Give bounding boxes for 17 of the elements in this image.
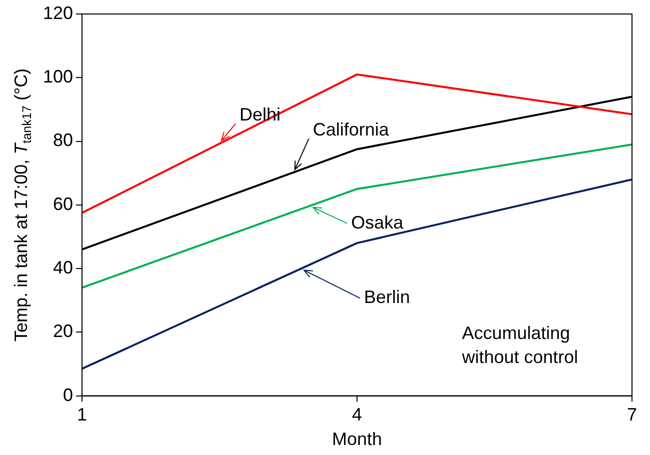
legend-label: Osaka [351,212,404,232]
y-tick-label: 80 [53,130,74,150]
x-tick-label: 7 [626,404,638,425]
text: Berlin [364,287,410,308]
y-tick-label: 20 [53,321,74,342]
x-tick-label: 4 [352,404,362,425]
y-tick-label: 40 [53,258,74,278]
series-label: California [312,120,390,140]
x-tick-label: 1 [77,404,88,425]
annotation: Accumulating without control [461,322,578,367]
y-tick-label: 60 [53,194,74,214]
y-axis-title: Temp. in tank at 17:00, Ttank17 (°C) [10,68,34,342]
y-tick-label: 0 [63,384,74,405]
y-tick-label: 100 [42,66,74,87]
y-tick-label: 120 [42,2,74,23]
series-label: Delhi [240,104,281,125]
x-axis-title: Month [332,429,382,450]
